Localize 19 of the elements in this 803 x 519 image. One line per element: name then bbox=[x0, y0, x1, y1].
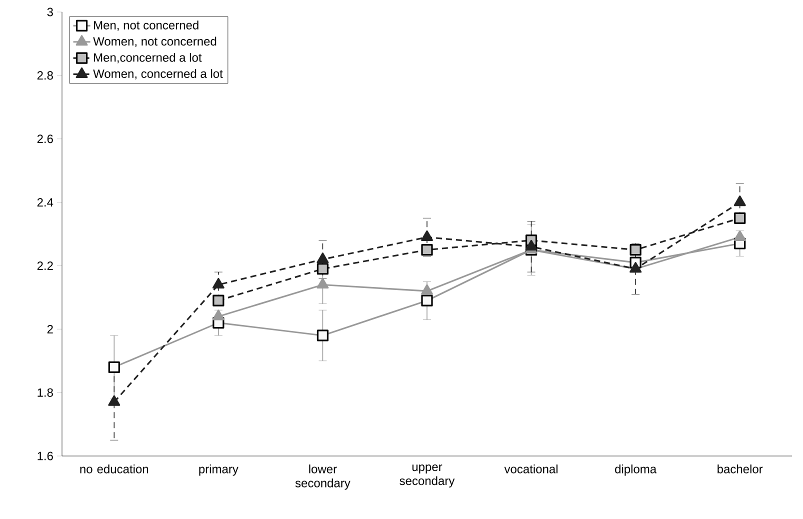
x-tick-label: bachelor bbox=[718, 464, 763, 474]
y-tick-label: 2 bbox=[47, 324, 53, 334]
y-tick-label: 2.4 bbox=[37, 198, 54, 206]
legend-label: Men,concerned a lot bbox=[94, 52, 202, 64]
legend-label: Men, not concerned bbox=[94, 20, 198, 31]
y-tick-label: 2.2 bbox=[37, 262, 53, 270]
x-tick-label: lower secondary bbox=[295, 464, 350, 490]
x-tick-label: no education bbox=[80, 464, 148, 474]
y-tick-label: 1.6 bbox=[38, 452, 53, 460]
x-tick-label: vocational bbox=[504, 464, 558, 474]
legend-label: Women, not concerned bbox=[93, 36, 216, 48]
y-tick-label: 2.6 bbox=[37, 134, 53, 144]
y-tick-label: 3 bbox=[47, 8, 53, 16]
x-tick-label: upper secondary bbox=[400, 464, 455, 488]
x-tick-label: diploma bbox=[615, 464, 657, 476]
legend-label: Women, concerned a lot bbox=[93, 69, 223, 80]
y-tick-label: 1.8 bbox=[38, 388, 53, 397]
y-tick-label: 2.8 bbox=[37, 71, 53, 80]
x-tick-label: primary bbox=[199, 464, 238, 476]
